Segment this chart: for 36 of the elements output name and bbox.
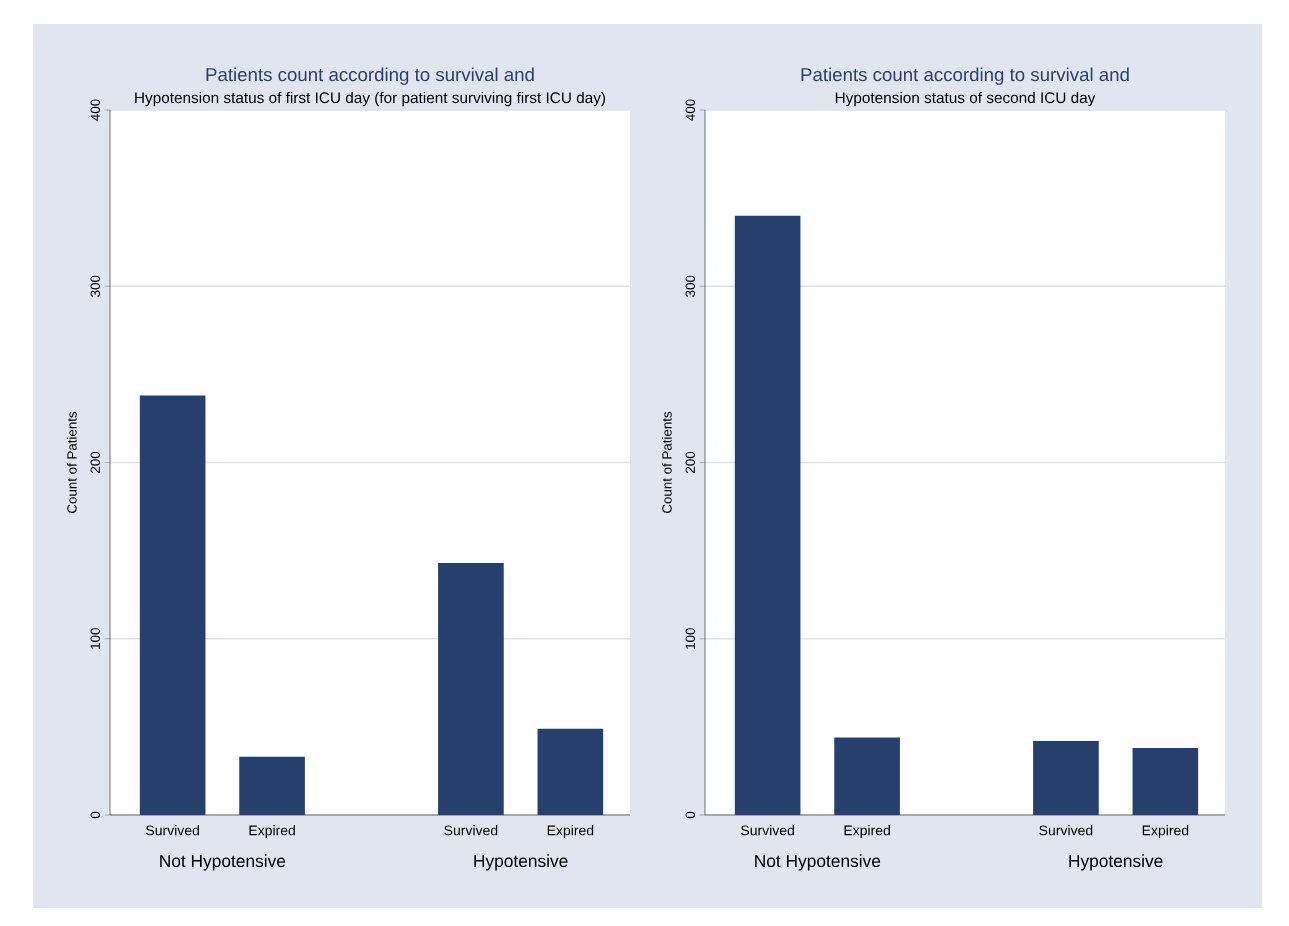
- y-axis-title: Count of Patients: [661, 411, 672, 513]
- text: Hypotensive: [1069, 854, 1163, 871]
- y-tick-label: 400: [90, 99, 100, 121]
- text: Not Hypotensive: [160, 854, 286, 871]
- bar: [734, 215, 801, 815]
- x-tick-label: Survived: [146, 825, 199, 836]
- bar: [139, 395, 206, 815]
- y-tick-label: 100: [90, 628, 100, 649]
- text: Hypotensive: [474, 854, 568, 871]
- y-tick-label: 300: [90, 275, 100, 297]
- bar: [537, 728, 604, 815]
- chart-subtitle: Hypotension status of second ICU day: [835, 91, 1096, 107]
- x-tick-label: Expired: [844, 825, 890, 839]
- x-tick-label: Survived: [741, 825, 794, 836]
- text: Not Hypotensive: [755, 854, 881, 871]
- y-tick-label: 200: [685, 451, 695, 473]
- bar: [239, 756, 305, 815]
- bar: [1033, 740, 1099, 815]
- y-tick-label: 0: [685, 811, 695, 819]
- y-tick-label: 0: [90, 811, 100, 819]
- bar: [834, 737, 900, 815]
- x-tick-label: Expired: [547, 825, 594, 839]
- bar: [438, 562, 504, 815]
- chart-subtitle: Hypotension status of first ICU day (for patient surviving first ICU day): [135, 91, 606, 107]
- y-axis-title: Count of Patients: [66, 411, 77, 513]
- x-tick-label: Survived: [1039, 825, 1093, 836]
- y-tick-label: 100: [685, 628, 695, 649]
- y-tick-label: 300: [685, 275, 695, 297]
- x-tick-label: Survived: [444, 825, 498, 836]
- x-tick-label: Expired: [1142, 825, 1189, 839]
- y-tick-label: 200: [90, 451, 100, 473]
- x-tick-label: Expired: [249, 825, 295, 839]
- bar: [1132, 748, 1199, 815]
- chart-title: Patients count according to survival and: [801, 67, 1129, 85]
- chart-title: Patients count according to survival and: [206, 67, 534, 85]
- y-tick-label: 400: [685, 99, 695, 121]
